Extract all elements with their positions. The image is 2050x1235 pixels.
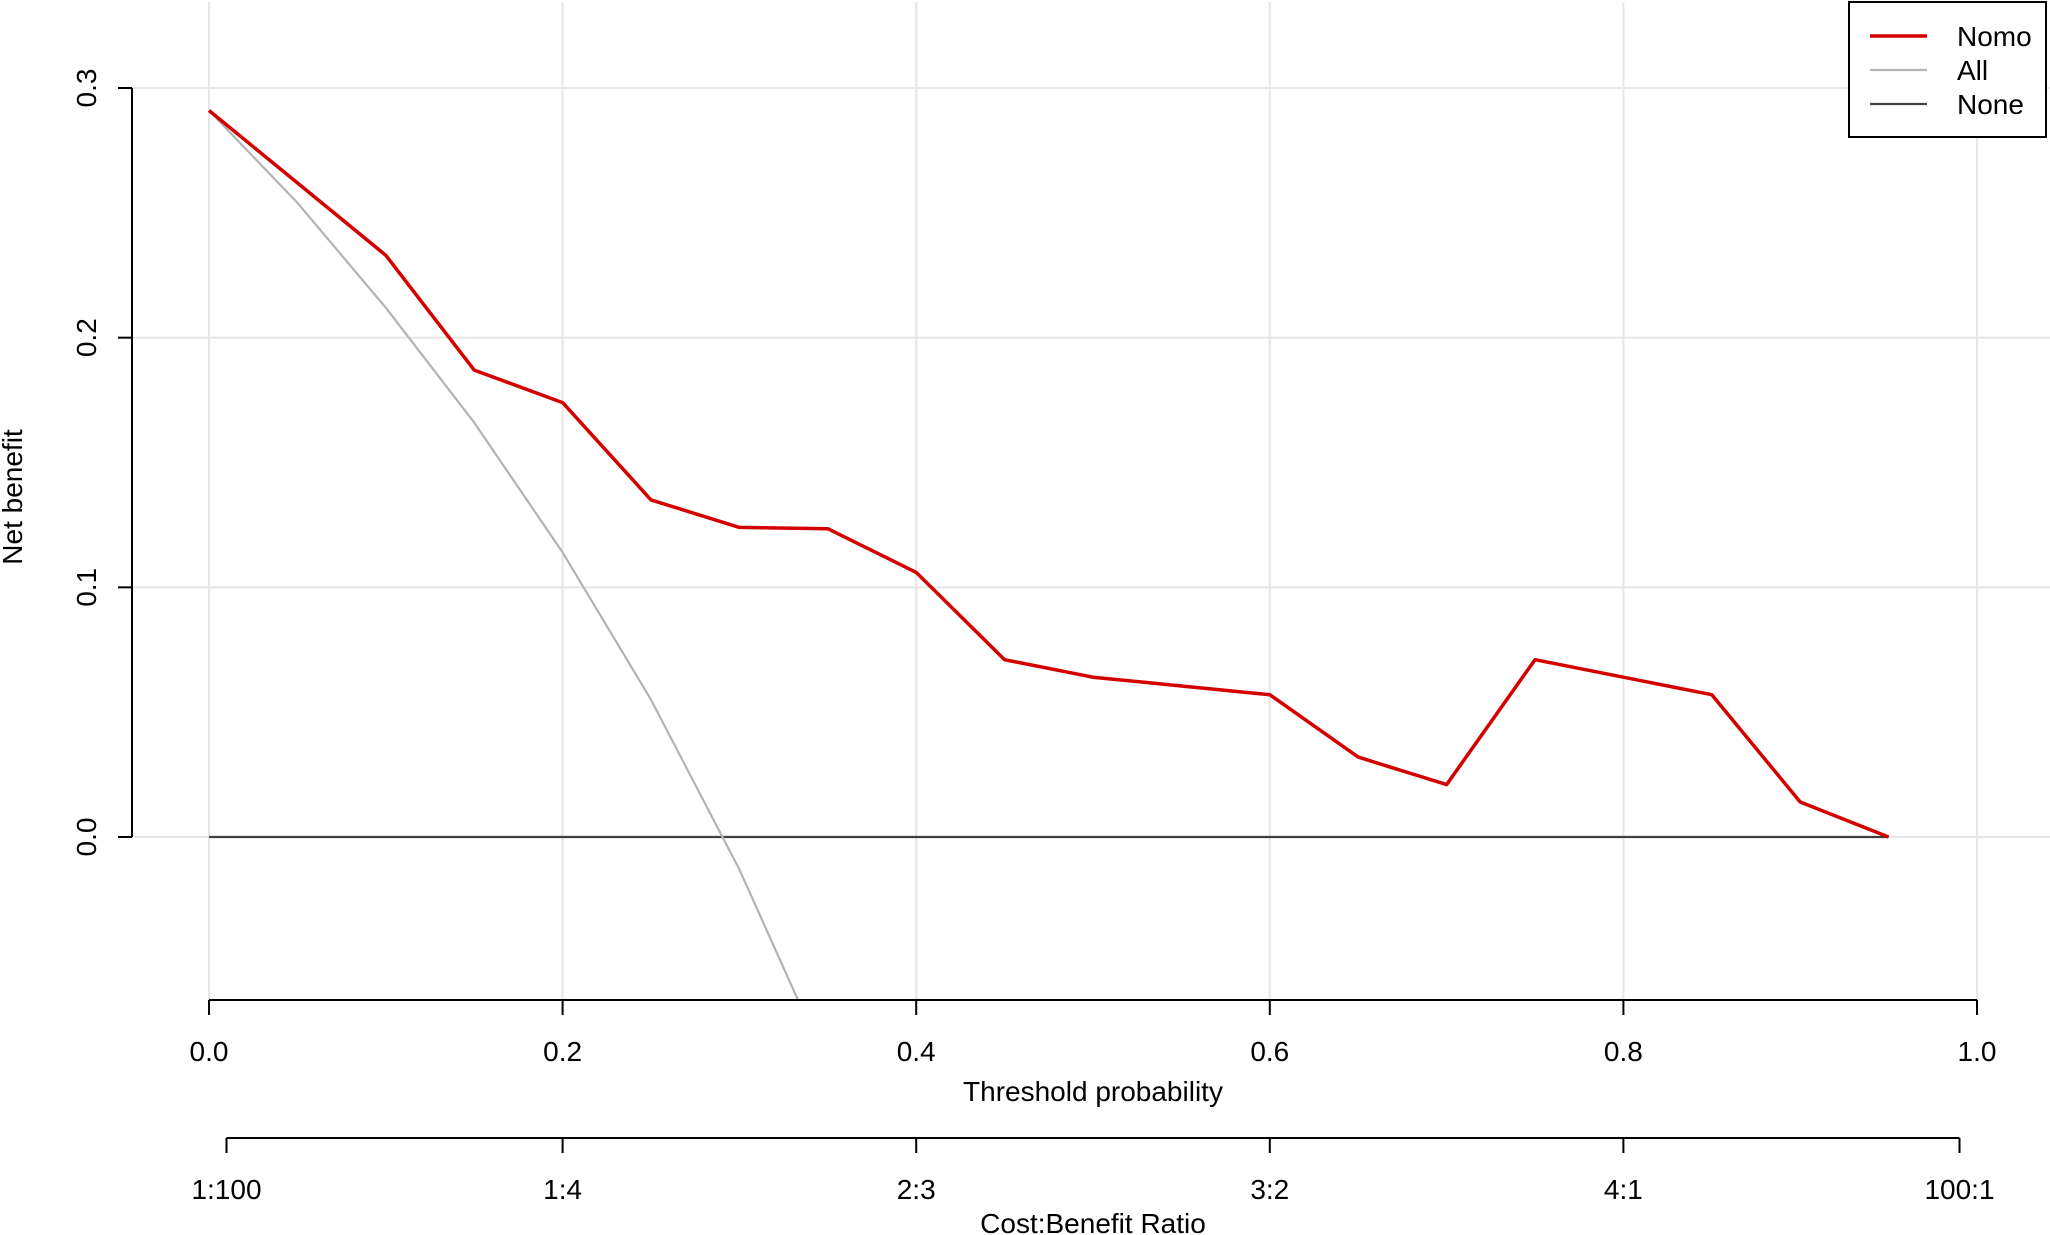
series-line-nomo: [207, 109, 1890, 839]
y-axis: 0.0 0.1 0.2 0.3: [71, 69, 133, 857]
cost-benefit-axis-title: Cost:Benefit Ratio: [980, 1208, 1206, 1235]
cost-benefit-tick-label: 100:1: [1924, 1174, 1994, 1205]
cost-benefit-tick-label: 4:1: [1604, 1174, 1643, 1205]
y-tick-label: 0.0: [71, 818, 102, 857]
series-line-all: [208, 109, 799, 1000]
x-tick-label: 0.4: [897, 1036, 936, 1067]
x-tick-label: 0.2: [543, 1036, 582, 1067]
x-axis-title: Threshold probability: [963, 1076, 1223, 1107]
cost-benefit-axis: 1:100 1:4 2:3 3:2 4:1 100:1: [191, 1137, 1995, 1205]
cost-benefit-tick-label: 1:4: [543, 1174, 582, 1205]
grid-lines: [132, 2, 2050, 1000]
cost-benefit-tick-label: 3:2: [1250, 1174, 1289, 1205]
legend-label-nomo: Nomo: [1957, 21, 2032, 52]
legend-label-none: None: [1957, 89, 2024, 120]
y-axis-title: Net benefit: [0, 429, 28, 565]
cost-benefit-tick-label: 2:3: [897, 1174, 936, 1205]
x-tick-label: 0.8: [1604, 1036, 1643, 1067]
x-tick-label: 0.6: [1250, 1036, 1289, 1067]
legend-label-all: All: [1957, 55, 1988, 86]
y-tick-label: 0.3: [71, 69, 102, 108]
x-tick-label: 0.0: [190, 1036, 229, 1067]
y-tick-label: 0.1: [71, 568, 102, 607]
x-tick-label: 1.0: [1958, 1036, 1997, 1067]
series-lines: [207, 109, 1890, 1000]
y-tick-label: 0.2: [71, 318, 102, 357]
cost-benefit-tick-label: 1:100: [191, 1174, 261, 1205]
x-axis: 0.0 0.2 0.4 0.6 0.8 1.0: [190, 999, 1997, 1067]
